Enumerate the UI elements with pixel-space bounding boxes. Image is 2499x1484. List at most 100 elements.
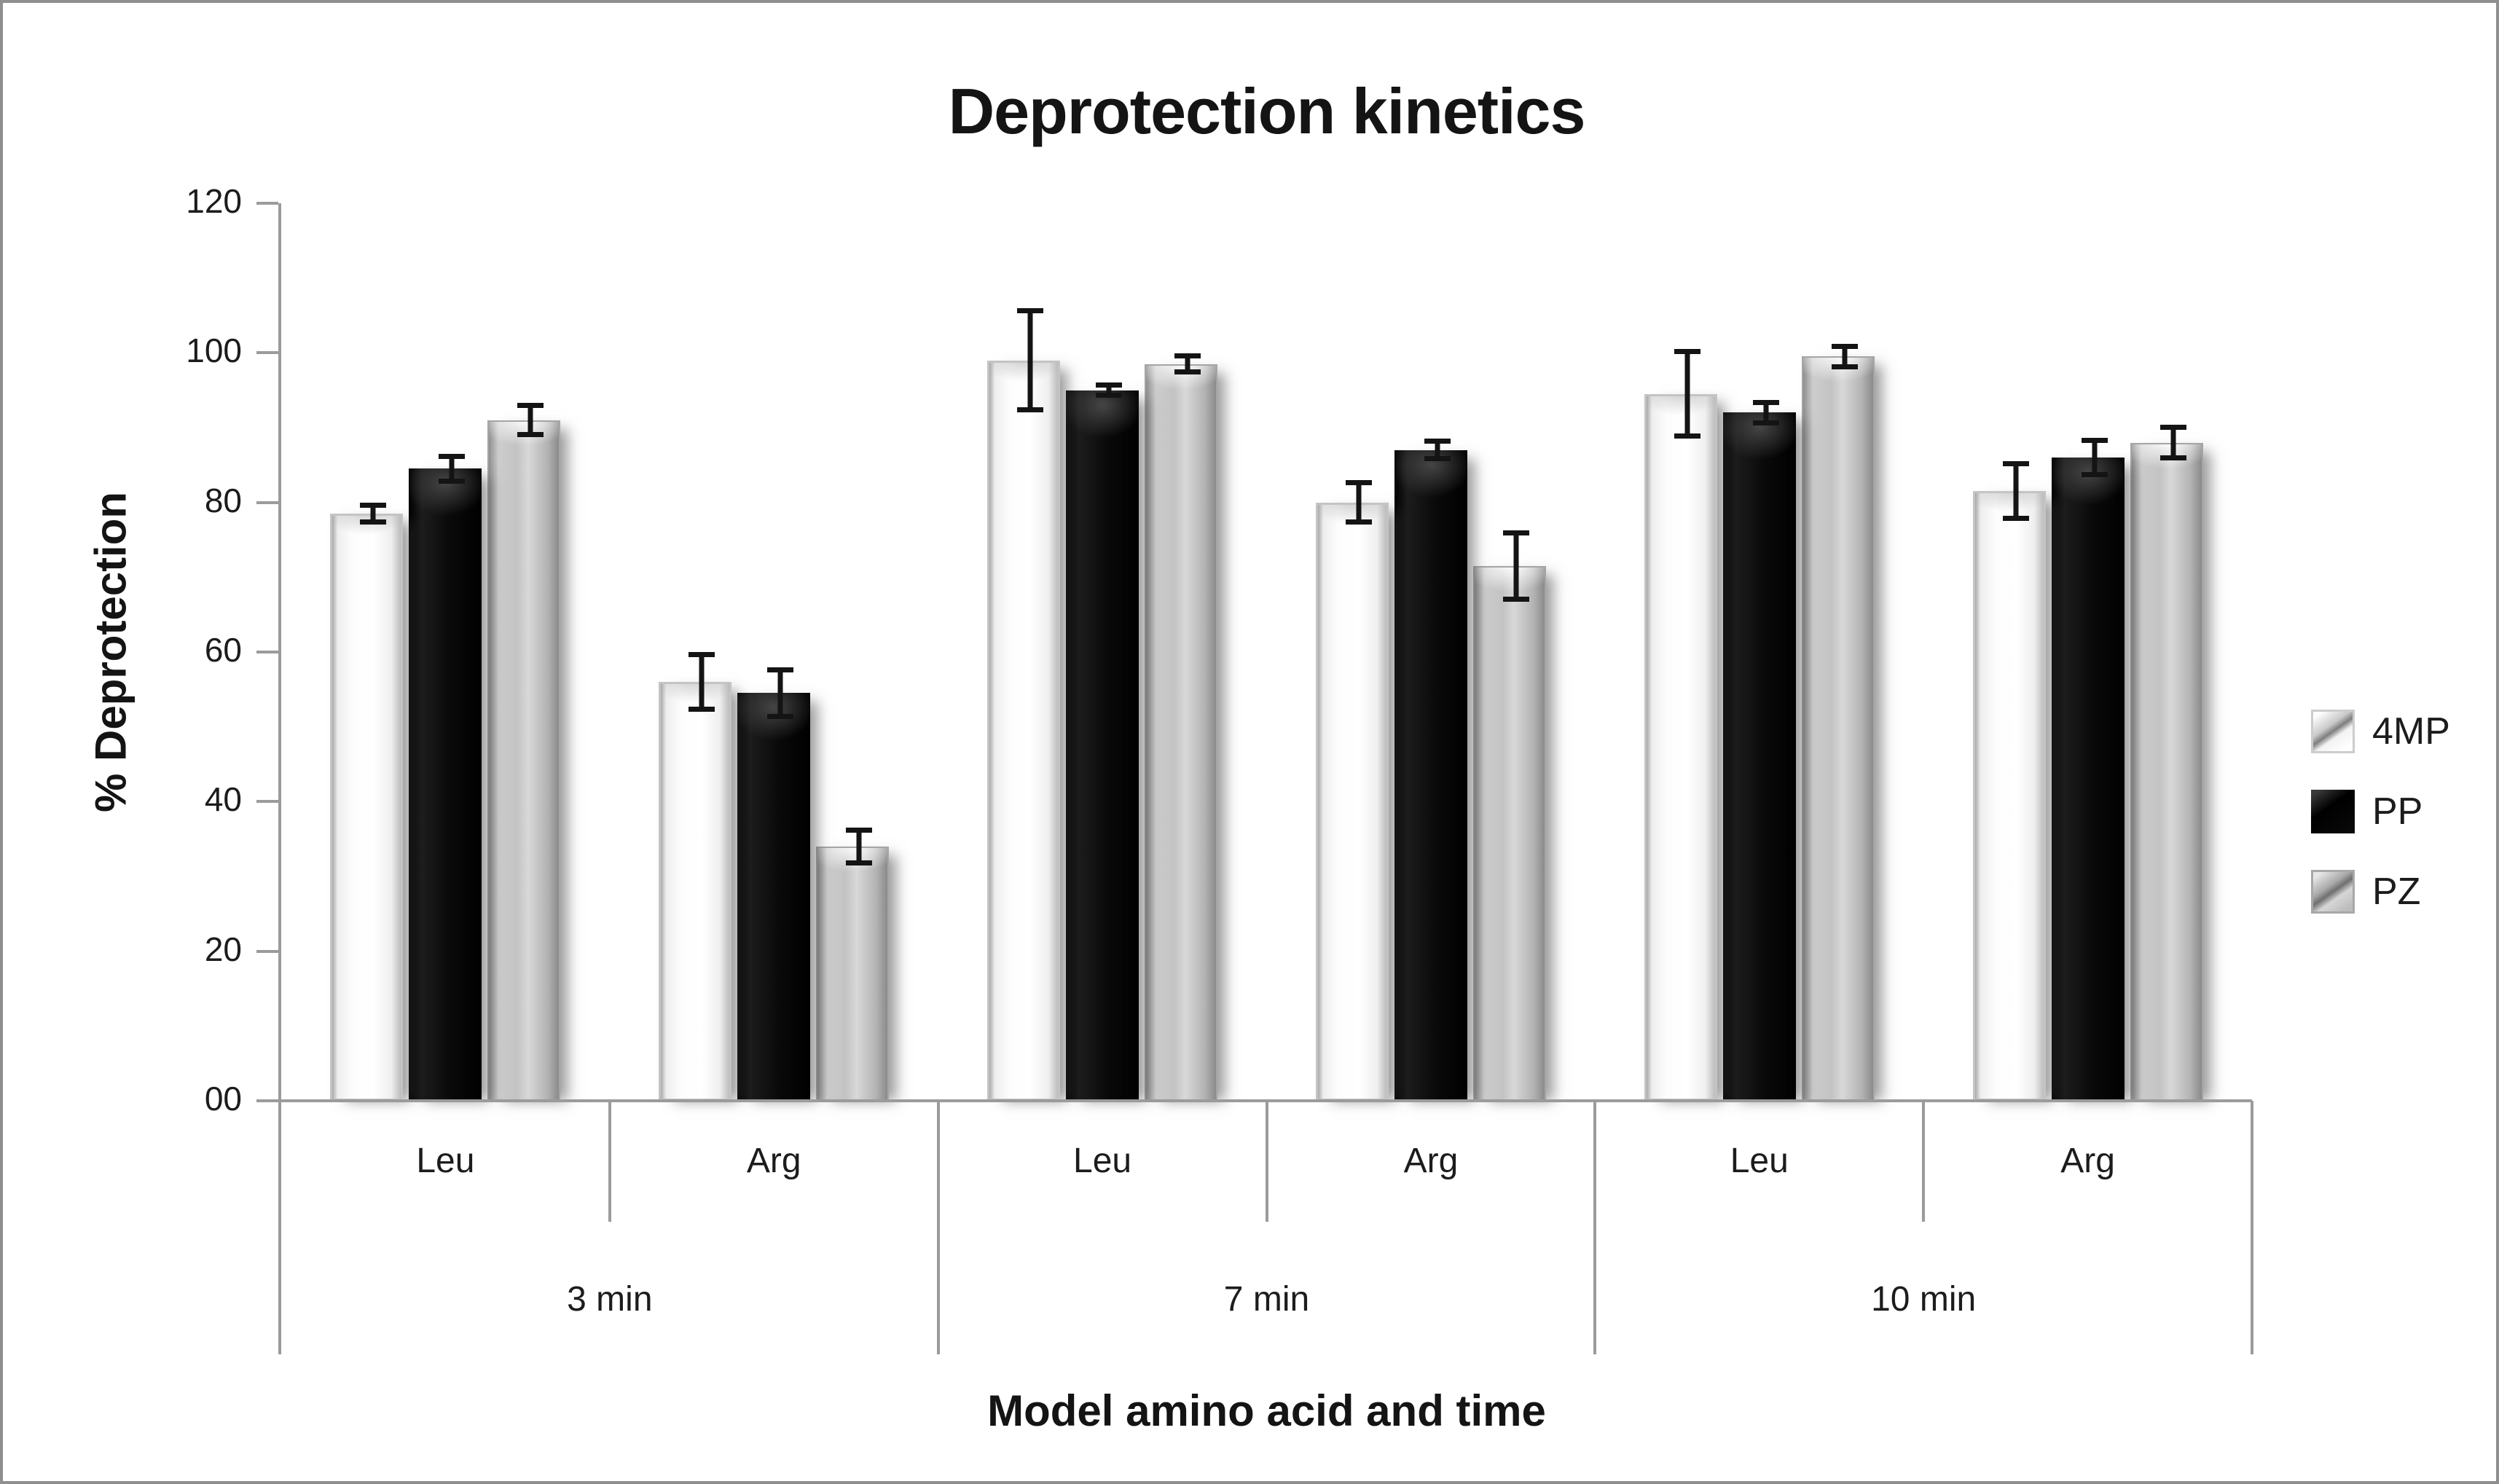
- error-bar-cap-bottom: [1174, 369, 1201, 375]
- category-label: Arg: [746, 1142, 801, 1180]
- error-bar-cap-top: [846, 828, 873, 833]
- category-label: Leu: [416, 1142, 475, 1180]
- error-bar-cap-top: [2002, 461, 2029, 467]
- y-axis-title: % Deprotection: [86, 491, 136, 813]
- error-bar-cap-bottom: [1096, 392, 1123, 398]
- error-bar-cap-bottom: [1424, 456, 1451, 462]
- legend-label: PZ: [2372, 871, 2421, 913]
- error-bar-pp-7-min-leu: [1096, 382, 1123, 398]
- y-tick-mark: [256, 1099, 278, 1102]
- x-axis-title: Model amino acid and time: [987, 1386, 1546, 1435]
- category-label: Arg: [1403, 1142, 1459, 1180]
- error-bar-cap-bottom: [2081, 471, 2108, 477]
- error-bar-4mp-3-min-arg: [688, 652, 715, 712]
- y-axis-line: [278, 203, 281, 1354]
- error-bar-cap-top: [517, 403, 544, 409]
- y-tick-mark: [256, 500, 278, 504]
- error-bar-whisker: [1763, 400, 1769, 425]
- group-label: 7 min: [1223, 1280, 1310, 1319]
- bar-pp-10-min-leu: [1722, 412, 1796, 1101]
- error-bar-4mp-7-min-leu: [1017, 307, 1044, 413]
- error-bar-whisker: [370, 502, 376, 525]
- category-label: Leu: [1073, 1142, 1132, 1180]
- error-bar-cap-top: [2159, 424, 2186, 430]
- error-bar-cap-top: [1096, 382, 1123, 388]
- error-bar-whisker: [1106, 382, 1112, 398]
- error-bar-pp-10-min-leu: [1752, 400, 1779, 425]
- legend-label: 4MP: [2372, 710, 2450, 753]
- error-bar-cap-bottom: [1345, 519, 1372, 525]
- x-axis-baseline: [278, 1099, 2252, 1102]
- error-bar-cap-bottom: [767, 714, 794, 720]
- error-bar-cap-bottom: [360, 519, 387, 525]
- error-bar-pp-10-min-arg: [2081, 438, 2108, 477]
- y-tick-label: 00: [204, 1080, 242, 1118]
- bar-pz-3-min-leu: [487, 420, 561, 1101]
- y-tick-label: 60: [204, 631, 242, 669]
- bar-4mp-7-min-arg: [1315, 502, 1389, 1101]
- error-bar-pz-10-min-leu: [1831, 344, 1858, 369]
- error-bar-cap-top: [2081, 438, 2108, 444]
- error-bar-4mp-7-min-arg: [1345, 479, 1372, 525]
- error-bar-cap-top: [439, 453, 466, 459]
- error-bar-whisker: [527, 403, 533, 438]
- bar-pz-10-min-arg: [2130, 442, 2203, 1101]
- error-bar-whisker: [449, 453, 455, 484]
- y-tick-mark: [256, 351, 278, 355]
- error-bar-cap-bottom: [2002, 516, 2029, 522]
- error-bar-pz-3-min-arg: [846, 828, 873, 865]
- error-bar-cap-top: [767, 667, 794, 672]
- error-bar-whisker: [2013, 461, 2019, 522]
- error-bar-cap-top: [1017, 307, 1044, 313]
- error-bar-cap-bottom: [846, 860, 873, 865]
- error-bar-cap-bottom: [1831, 364, 1858, 369]
- error-bar-whisker: [1435, 439, 1440, 462]
- error-bar-pz-7-min-leu: [1174, 353, 1201, 375]
- error-bar-cap-top: [1424, 439, 1451, 444]
- category-separator-line: [608, 1101, 611, 1222]
- error-bar-cap-bottom: [1752, 420, 1779, 425]
- error-bar-cap-top: [1345, 479, 1372, 485]
- group-separator-line: [1593, 1101, 1597, 1354]
- error-bar-whisker: [1185, 353, 1190, 375]
- error-bar-cap-top: [1174, 353, 1201, 359]
- bar-pz-7-min-leu: [1145, 364, 1218, 1101]
- error-bar-pp-3-min-leu: [439, 453, 466, 484]
- y-tick-label: 80: [204, 481, 242, 519]
- y-tick-mark: [256, 651, 278, 653]
- legend-swatch-pp: [2311, 790, 2355, 833]
- y-tick-label: 20: [204, 930, 242, 968]
- error-bar-cap-top: [360, 502, 387, 508]
- category-label: Leu: [1730, 1142, 1789, 1180]
- category-separator-line: [1265, 1101, 1268, 1222]
- y-tick-label: 120: [186, 182, 242, 220]
- legend-swatch-4mp: [2311, 710, 2355, 753]
- y-tick-mark: [256, 800, 278, 804]
- error-bar-whisker: [1684, 349, 1690, 439]
- bar-pz-7-min-arg: [1472, 565, 1546, 1101]
- bar-4mp-3-min-arg: [659, 682, 732, 1101]
- error-bar-cap-top: [1674, 349, 1700, 355]
- error-bar-whisker: [1027, 307, 1033, 413]
- error-bar-whisker: [699, 652, 705, 712]
- y-tick-label: 40: [204, 780, 242, 819]
- bar-pp-7-min-leu: [1066, 390, 1139, 1101]
- error-bar-whisker: [1842, 344, 1848, 369]
- error-bar-pp-7-min-arg: [1424, 439, 1451, 462]
- error-bar-pz-10-min-arg: [2159, 424, 2186, 461]
- error-bar-cap-top: [1502, 530, 1529, 535]
- error-bar-whisker: [2092, 438, 2098, 477]
- error-bar-whisker: [777, 667, 783, 720]
- legend-item-pz: PZ: [2311, 870, 2450, 914]
- error-bar-whisker: [2170, 424, 2176, 461]
- error-bar-cap-top: [688, 652, 715, 657]
- error-bar-cap-bottom: [517, 432, 544, 438]
- error-bar-cap-bottom: [1502, 597, 1529, 602]
- error-bar-pz-7-min-arg: [1502, 530, 1529, 602]
- legend-item-4mp: 4MP: [2311, 710, 2450, 753]
- error-bar-4mp-3-min-leu: [360, 502, 387, 525]
- legend-swatch-pz: [2311, 870, 2355, 914]
- chart-title: Deprotection kinetics: [948, 75, 1586, 147]
- bar-pz-3-min-arg: [816, 846, 890, 1101]
